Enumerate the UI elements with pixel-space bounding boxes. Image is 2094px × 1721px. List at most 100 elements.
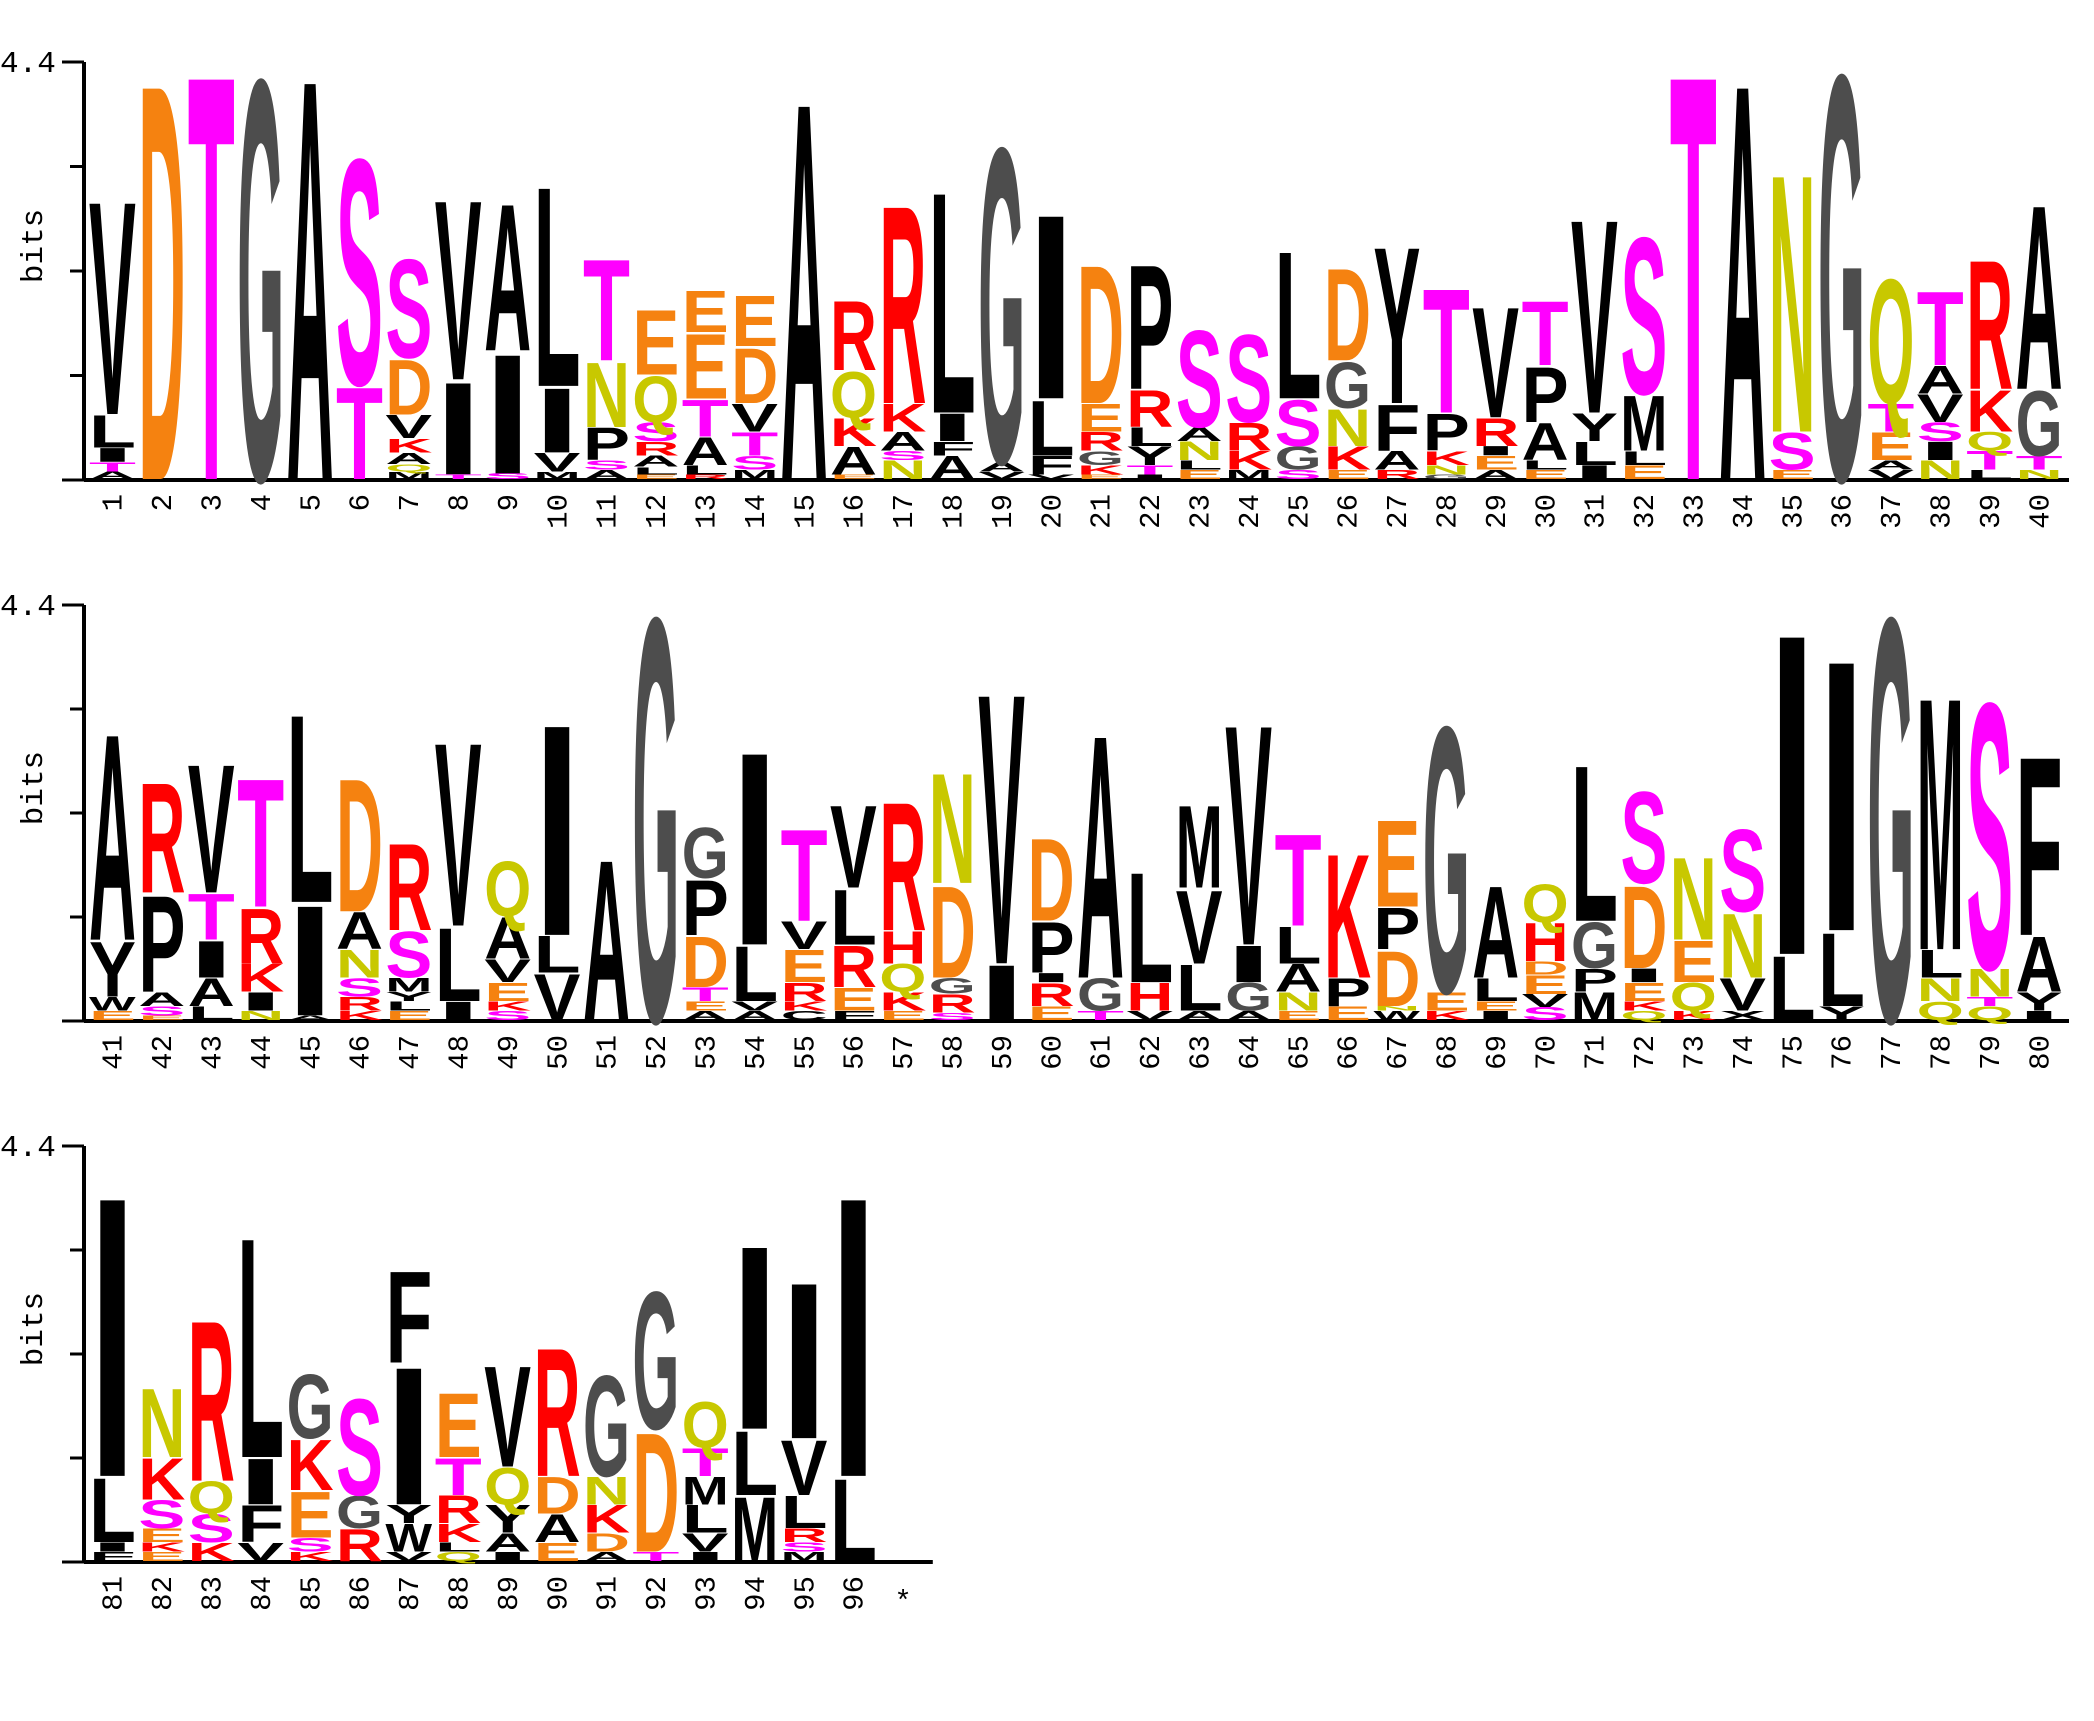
logo-letter: A xyxy=(1225,1008,1272,1023)
logo-letter: R xyxy=(632,438,679,460)
logo-letter: G xyxy=(2016,371,2063,475)
logo-letter: K xyxy=(879,987,926,1017)
logo-letter: S xyxy=(1176,303,1223,457)
logo-letter: A xyxy=(484,1528,531,1558)
position-label: 51 xyxy=(592,1035,625,1070)
logo-column-2: 2D xyxy=(138,0,185,600)
logo-letter: P xyxy=(1028,908,1075,989)
logo-letter: K xyxy=(1324,439,1371,476)
logo-letter: A xyxy=(2016,150,2063,445)
logo-letter: G xyxy=(1867,498,1914,1144)
logo-letter: E xyxy=(287,1479,334,1552)
logo-letter: A xyxy=(1522,412,1569,472)
logo-letter: V xyxy=(534,961,581,1034)
position-label: 34 xyxy=(1728,494,1761,529)
logo-letter: E xyxy=(682,278,729,345)
logo-letter: Q xyxy=(879,956,926,1000)
logo-letter: I xyxy=(830,1115,877,1562)
logo-letter: T xyxy=(435,1447,482,1506)
y-axis-label: bits xyxy=(17,209,52,283)
logo-letter: A xyxy=(188,971,235,1015)
logo-letter: R xyxy=(1373,467,1420,482)
logo-letter: I xyxy=(731,696,778,1003)
logo-letter: L xyxy=(929,125,976,480)
logo-letter: Y xyxy=(484,1497,531,1541)
logo-letter: A xyxy=(138,988,185,1010)
logo-letter: D xyxy=(929,858,976,1005)
position-label: 32 xyxy=(1629,494,1662,529)
logo-letter: T xyxy=(1522,282,1569,385)
logo-letter: G xyxy=(929,973,976,998)
position-label: 48 xyxy=(444,1035,477,1070)
logo-letter: N xyxy=(1769,99,1816,511)
position-label: 57 xyxy=(888,1035,921,1070)
logo-letter: E xyxy=(682,316,729,418)
position-label: 78 xyxy=(1926,1035,1959,1070)
logo-letter: V xyxy=(1571,162,1618,472)
logo-letter: L xyxy=(1275,207,1322,444)
logo-letter: S xyxy=(336,91,383,453)
logo-letter: R xyxy=(1126,379,1173,439)
logo-letter: A xyxy=(534,1507,581,1551)
position-label: 26 xyxy=(1333,494,1366,529)
logo-letter: M xyxy=(1571,985,1618,1029)
position-label: 92 xyxy=(641,1576,674,1611)
logo-letter: P xyxy=(682,863,729,952)
position-label: 56 xyxy=(839,1035,872,1070)
position-label: 79 xyxy=(1975,1035,2008,1070)
logo-letter: Q xyxy=(385,462,432,474)
logo-letter: A xyxy=(287,1014,334,1021)
logo-letter: E xyxy=(1423,987,1470,1016)
logo-letter: D xyxy=(1324,242,1371,389)
position-label: 21 xyxy=(1086,494,1119,529)
position-label: 47 xyxy=(394,1035,427,1070)
logo-column-9: 9 SIA xyxy=(484,160,531,512)
position-label: 5 xyxy=(295,494,328,511)
logo-letter: V xyxy=(89,137,136,479)
logo-letter: K xyxy=(1966,379,2013,445)
logo-letter: N xyxy=(583,344,630,447)
logo-letter: E xyxy=(1522,467,1569,482)
logo-letter: E xyxy=(89,1008,136,1023)
logo-panel-3: 4.4bits81FILI82EKESKN83KSQR84VFIL85KSEKG… xyxy=(0,1115,933,1619)
position-label: 30 xyxy=(1530,494,1563,529)
logo-letter: M xyxy=(781,1549,828,1564)
logo-letter: Q xyxy=(682,1389,729,1462)
logo-column-76: 76 YLI xyxy=(1818,580,1865,1070)
logo-letter: G xyxy=(632,1250,679,1470)
position-label: 72 xyxy=(1629,1035,1662,1070)
logo-letter: R xyxy=(435,1488,482,1532)
logo-letter: V xyxy=(385,1549,432,1564)
y-max-label: 4.4 xyxy=(0,47,56,82)
position-label: 9 xyxy=(493,494,526,511)
logo-letter: I xyxy=(89,1540,136,1555)
logo-letter: T xyxy=(1917,269,1964,388)
position-label: 44 xyxy=(246,1035,279,1070)
logo-letter: W xyxy=(1373,1008,1421,1023)
logo-letter: G xyxy=(1818,0,1865,603)
logo-letter: V xyxy=(781,914,828,958)
logo-letter: E xyxy=(435,1375,482,1477)
position-label: 60 xyxy=(1036,1035,1069,1070)
logo-letter: S xyxy=(1917,418,1964,447)
position-label: 52 xyxy=(641,1035,674,1070)
logo-letter: R xyxy=(781,977,828,1007)
logo-letter: A xyxy=(583,1549,630,1564)
logo-letter: E xyxy=(682,999,729,1014)
logo-letter: K xyxy=(484,999,531,1014)
logo-letter: T xyxy=(682,983,729,1005)
position-label: 53 xyxy=(691,1035,724,1070)
logo-letter: N xyxy=(1670,834,1717,965)
logo-letter: S xyxy=(1225,309,1272,450)
